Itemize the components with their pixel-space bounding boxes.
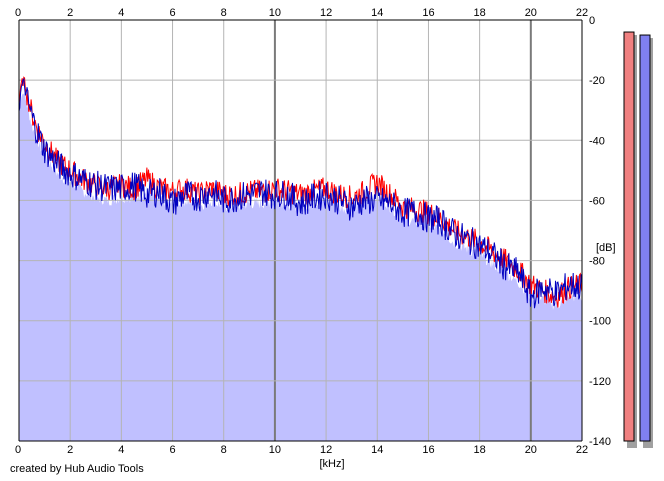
x-tick-label-top: 22 bbox=[576, 7, 588, 19]
x-tick-label-bottom: 22 bbox=[576, 444, 588, 456]
y-tick-label: -140 bbox=[589, 436, 611, 448]
spectrum-fill-layer bbox=[19, 92, 582, 442]
x-tick-label-bottom: 10 bbox=[269, 444, 281, 456]
x-tick-label-bottom: 16 bbox=[422, 444, 434, 456]
x-tick-label-bottom: 12 bbox=[320, 444, 332, 456]
x-tick-label-top: 2 bbox=[67, 7, 73, 19]
x-axis-label: [kHz] bbox=[319, 458, 344, 470]
x-tick-label-top: 6 bbox=[169, 7, 175, 19]
y-tick-label: -60 bbox=[589, 195, 605, 207]
x-tick-label-bottom: 8 bbox=[221, 444, 227, 456]
x-tick-label-top: 0 bbox=[15, 7, 21, 19]
level-meter-right bbox=[639, 34, 651, 442]
x-tick-label-bottom: 2 bbox=[67, 444, 73, 456]
x-tick-label-top: 14 bbox=[371, 7, 383, 19]
axis-layer: 002244668810101212141416161818202022220-… bbox=[15, 7, 611, 456]
x-tick-label-top: 4 bbox=[118, 7, 124, 19]
x-tick-label-bottom: 6 bbox=[169, 444, 175, 456]
series-layer bbox=[18, 76, 583, 309]
y-tick-label: -80 bbox=[589, 256, 605, 268]
x-tick-label-top: 18 bbox=[474, 7, 486, 19]
x-tick-label-bottom: 0 bbox=[15, 444, 21, 456]
spectrum-area bbox=[19, 92, 582, 442]
x-tick-label-bottom: 18 bbox=[474, 444, 486, 456]
level-meters bbox=[623, 31, 653, 449]
credit-text: created by Hub Audio Tools bbox=[10, 463, 144, 475]
level-meter-left bbox=[623, 31, 635, 442]
y-tick-label: -20 bbox=[589, 75, 605, 87]
y-tick-label: -120 bbox=[589, 376, 611, 388]
x-tick-label-top: 8 bbox=[221, 7, 227, 19]
series-line-right bbox=[18, 77, 583, 309]
x-tick-label-bottom: 14 bbox=[371, 444, 383, 456]
x-tick-label-top: 12 bbox=[320, 7, 332, 19]
x-tick-label-bottom: 4 bbox=[118, 444, 124, 456]
x-tick-label-top: 20 bbox=[525, 7, 537, 19]
y-tick-label: -100 bbox=[589, 316, 611, 328]
x-tick-label-top: 10 bbox=[269, 7, 281, 19]
y-axis-label: [dB] bbox=[596, 242, 616, 254]
grid-layer bbox=[19, 20, 582, 441]
y-tick-label: -40 bbox=[589, 135, 605, 147]
x-tick-label-bottom: 20 bbox=[525, 444, 537, 456]
y-tick-label: 0 bbox=[589, 15, 595, 27]
x-tick-label-top: 16 bbox=[422, 7, 434, 19]
